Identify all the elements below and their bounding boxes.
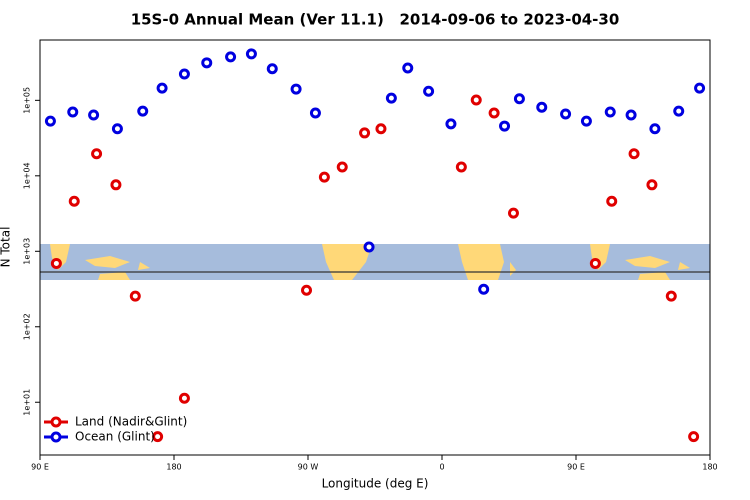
x-tick-label: 90 W [298,463,319,472]
point [178,68,190,80]
x-tick-label: 90 E [567,463,585,472]
point [266,63,278,75]
point [625,109,637,121]
point [156,82,168,94]
legend-label: Land (Nadir&Glint) [75,415,187,429]
point [152,431,164,443]
point [359,127,371,139]
point [513,93,525,105]
point [536,101,548,113]
y-tick-label: 1e+01 [23,389,32,416]
point [499,120,511,132]
land [458,244,516,280]
point [470,94,482,106]
x-tick-label: 0 [439,463,444,472]
point [375,123,387,135]
x-tick-label: 180 [166,463,181,472]
point [478,283,490,295]
point [50,257,62,269]
point [385,92,397,104]
point [129,290,141,302]
y-tick-label: 1e+05 [23,87,32,114]
point [423,85,435,97]
point [606,195,618,207]
y-tick-label: 1e+04 [23,162,32,189]
point [589,257,601,269]
point [507,207,519,219]
point [178,392,190,404]
x-axis-label: Longitude (deg E) [322,477,429,491]
point [336,161,348,173]
point [402,62,414,74]
point [646,179,658,191]
point [604,106,616,118]
x-tick-label: 90 E [31,463,49,472]
plot-frame [39,39,711,456]
point [673,105,685,117]
point [91,148,103,160]
point [318,171,330,183]
y-tick-label: 1e+03 [23,238,32,265]
point [488,107,500,119]
legend-label: Ocean (Glint) [75,430,155,444]
point [665,290,677,302]
map-band [40,244,710,280]
point [688,431,700,443]
point [445,118,457,130]
point [201,57,213,69]
point [301,284,313,296]
land [590,244,690,280]
land [50,244,150,280]
point [580,115,592,127]
point [137,105,149,117]
point [694,82,706,94]
point [88,109,100,121]
point [44,115,56,127]
point [560,108,572,120]
ocean-band [40,244,710,280]
chart-title: 15S-0 Annual Mean (Ver 11.1) 2014-09-06 … [131,11,620,29]
legend-marker [50,416,62,428]
point [309,107,321,119]
point [111,123,123,135]
legend-marker [50,431,62,443]
y-axis-label: N Total [0,227,13,268]
point [290,83,302,95]
land [322,244,372,280]
point [628,148,640,160]
point [67,106,79,118]
y-tick-label: 1e+02 [23,313,32,340]
point [455,161,467,173]
point [649,123,661,135]
point [225,51,237,63]
point [68,195,80,207]
point [363,241,375,253]
point [245,48,257,60]
point [110,179,122,191]
x-tick-label: 180 [702,463,717,472]
